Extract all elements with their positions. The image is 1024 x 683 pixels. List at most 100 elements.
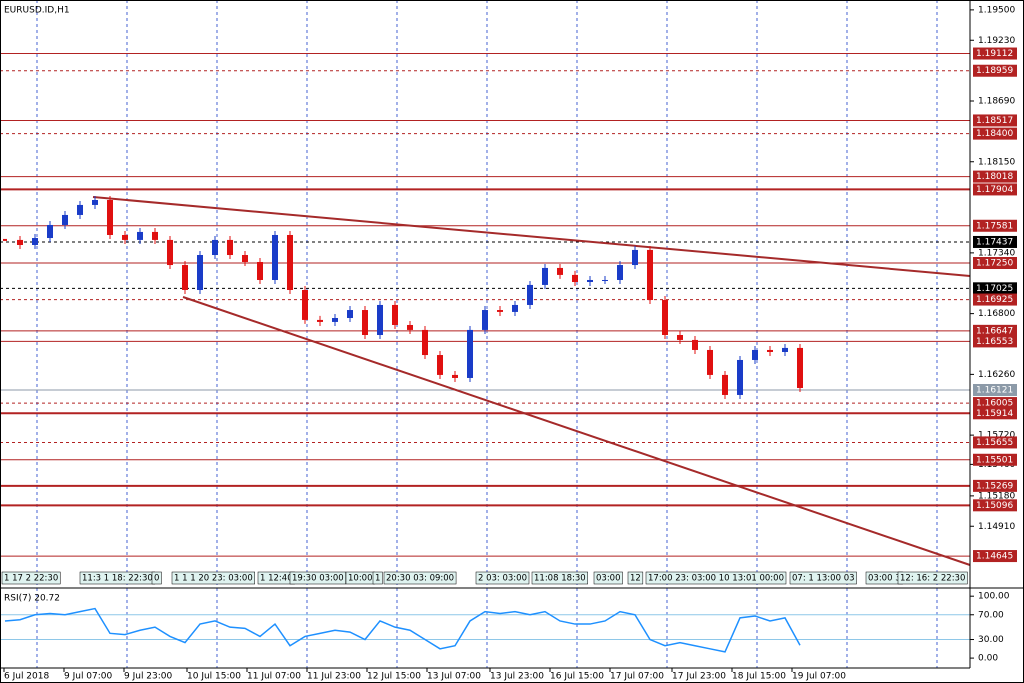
candle xyxy=(527,284,533,305)
y-tick-label: 1.14910 xyxy=(978,522,1015,532)
price-level-box xyxy=(973,479,1017,492)
candle xyxy=(197,255,203,290)
rsi-title: RSI(7) 20.72 xyxy=(4,594,60,604)
candle xyxy=(797,347,803,388)
candle xyxy=(227,239,233,256)
x-tick-label: 9 Jul 23:00 xyxy=(124,672,173,682)
y-tick-label: 1.16260 xyxy=(978,370,1015,380)
candle xyxy=(347,310,353,319)
candle xyxy=(332,318,338,322)
price-level-label: 1.17025 xyxy=(976,284,1013,294)
candle xyxy=(137,231,143,240)
price-level-label: 1.18018 xyxy=(976,172,1013,182)
candle xyxy=(602,279,608,281)
candle xyxy=(722,374,728,395)
candle xyxy=(587,279,593,283)
rsi-panel xyxy=(0,607,970,653)
time-tag: 19:30 03:00 xyxy=(292,574,344,584)
price-level-box xyxy=(973,114,1017,127)
candle xyxy=(107,200,113,235)
price-level-label: 1.18400 xyxy=(976,129,1013,139)
price-level-box xyxy=(973,170,1017,183)
price-level-box xyxy=(973,550,1017,563)
candle xyxy=(497,310,503,312)
time-tag: 11:3 1 18: 22:30 xyxy=(82,574,153,584)
x-tick-label: 19 Jul 07:00 xyxy=(792,672,846,682)
time-tag-box xyxy=(897,571,968,585)
price-level-label: 1.14645 xyxy=(976,552,1013,562)
price-level-box xyxy=(973,397,1017,410)
price-level-box xyxy=(973,453,1017,466)
price-level-box xyxy=(973,219,1017,232)
candle xyxy=(257,261,263,280)
candle xyxy=(782,347,788,352)
rsi-tick-label: 70.00 xyxy=(978,610,1004,620)
price-level-label: 1.16121 xyxy=(976,386,1013,396)
price-level-label: 1.17437 xyxy=(976,237,1013,247)
candle xyxy=(122,234,128,240)
time-tag: 2 03: 03:00 xyxy=(478,574,527,584)
candle xyxy=(182,265,188,290)
time-tag-box xyxy=(383,571,457,585)
x-tick-label: 18 Jul 15:00 xyxy=(732,672,786,682)
candle xyxy=(287,234,293,290)
trend-line-upper xyxy=(92,196,971,277)
x-tick-label: 16 Jul 15:00 xyxy=(550,672,604,682)
price-level-label: 1.19112 xyxy=(976,49,1013,59)
candle xyxy=(62,214,68,225)
time-tag: 0 xyxy=(154,574,159,584)
price-level-box xyxy=(973,183,1017,196)
y-tick-label: 1.19500 xyxy=(978,5,1015,15)
candle xyxy=(542,267,548,285)
candle xyxy=(647,249,653,301)
y-tick-label: 1.16800 xyxy=(978,309,1015,319)
x-tick-label: 10 Jul 15:00 xyxy=(187,672,241,682)
candle xyxy=(17,239,23,245)
time-tag: 20:30 03: 09:00 xyxy=(386,574,454,584)
time-tag: 1 1 1 20 23: 03:00 xyxy=(174,574,253,584)
candle xyxy=(377,304,383,335)
candle xyxy=(242,255,248,262)
time-tag-box xyxy=(372,571,383,585)
price-level-box xyxy=(973,407,1017,420)
x-tick-label: 17 Jul 23:00 xyxy=(672,672,726,682)
candle xyxy=(152,231,158,240)
price-level-label: 1.17581 xyxy=(976,221,1013,231)
candle xyxy=(692,339,698,350)
time-tag: 12: 16: 2 22:30 xyxy=(900,574,965,584)
candle xyxy=(272,234,278,280)
price-level-box xyxy=(973,127,1017,140)
y-tick-label: 1.18150 xyxy=(978,157,1015,167)
time-tag-box xyxy=(531,571,588,585)
time-tag: 11:08 18:30 xyxy=(534,574,586,584)
time-tags: 1 17 2 22:30 11:3 1 18: 22:30 0 1 1 1 20 23… xyxy=(1,571,968,585)
price-level-label: 1.15269 xyxy=(976,481,1013,491)
candle xyxy=(752,349,758,360)
price-level-label: 1.16925 xyxy=(976,295,1013,305)
price-level-label: 1.16553 xyxy=(976,337,1013,347)
rsi-tick-label: 30.00 xyxy=(978,635,1004,645)
price-level-box xyxy=(973,47,1017,60)
time-tag-box xyxy=(289,571,346,585)
candle xyxy=(662,300,668,335)
time-tag: 1 17 2 22:30 xyxy=(4,574,58,584)
rsi-tick-label: 100.00 xyxy=(978,592,1010,602)
time-tag: 10:00 xyxy=(348,574,373,584)
candle xyxy=(707,349,713,375)
time-tag: 03:00 xyxy=(596,574,621,584)
price-level-box xyxy=(973,282,1017,295)
time-tag-box xyxy=(789,571,857,585)
price-level-label: 1.17904 xyxy=(976,185,1013,195)
time-tag: 07: 1 13:00 03 xyxy=(792,574,855,584)
candle xyxy=(617,265,623,280)
price-level-box xyxy=(973,235,1017,248)
time-tag-box xyxy=(1,571,61,585)
candle xyxy=(452,374,458,378)
rsi-tick-label: 0.00 xyxy=(978,654,998,664)
candle xyxy=(407,324,413,330)
candle xyxy=(422,329,428,356)
candle xyxy=(632,249,638,266)
candle xyxy=(437,355,443,375)
candle xyxy=(767,349,773,352)
candle xyxy=(317,319,323,322)
